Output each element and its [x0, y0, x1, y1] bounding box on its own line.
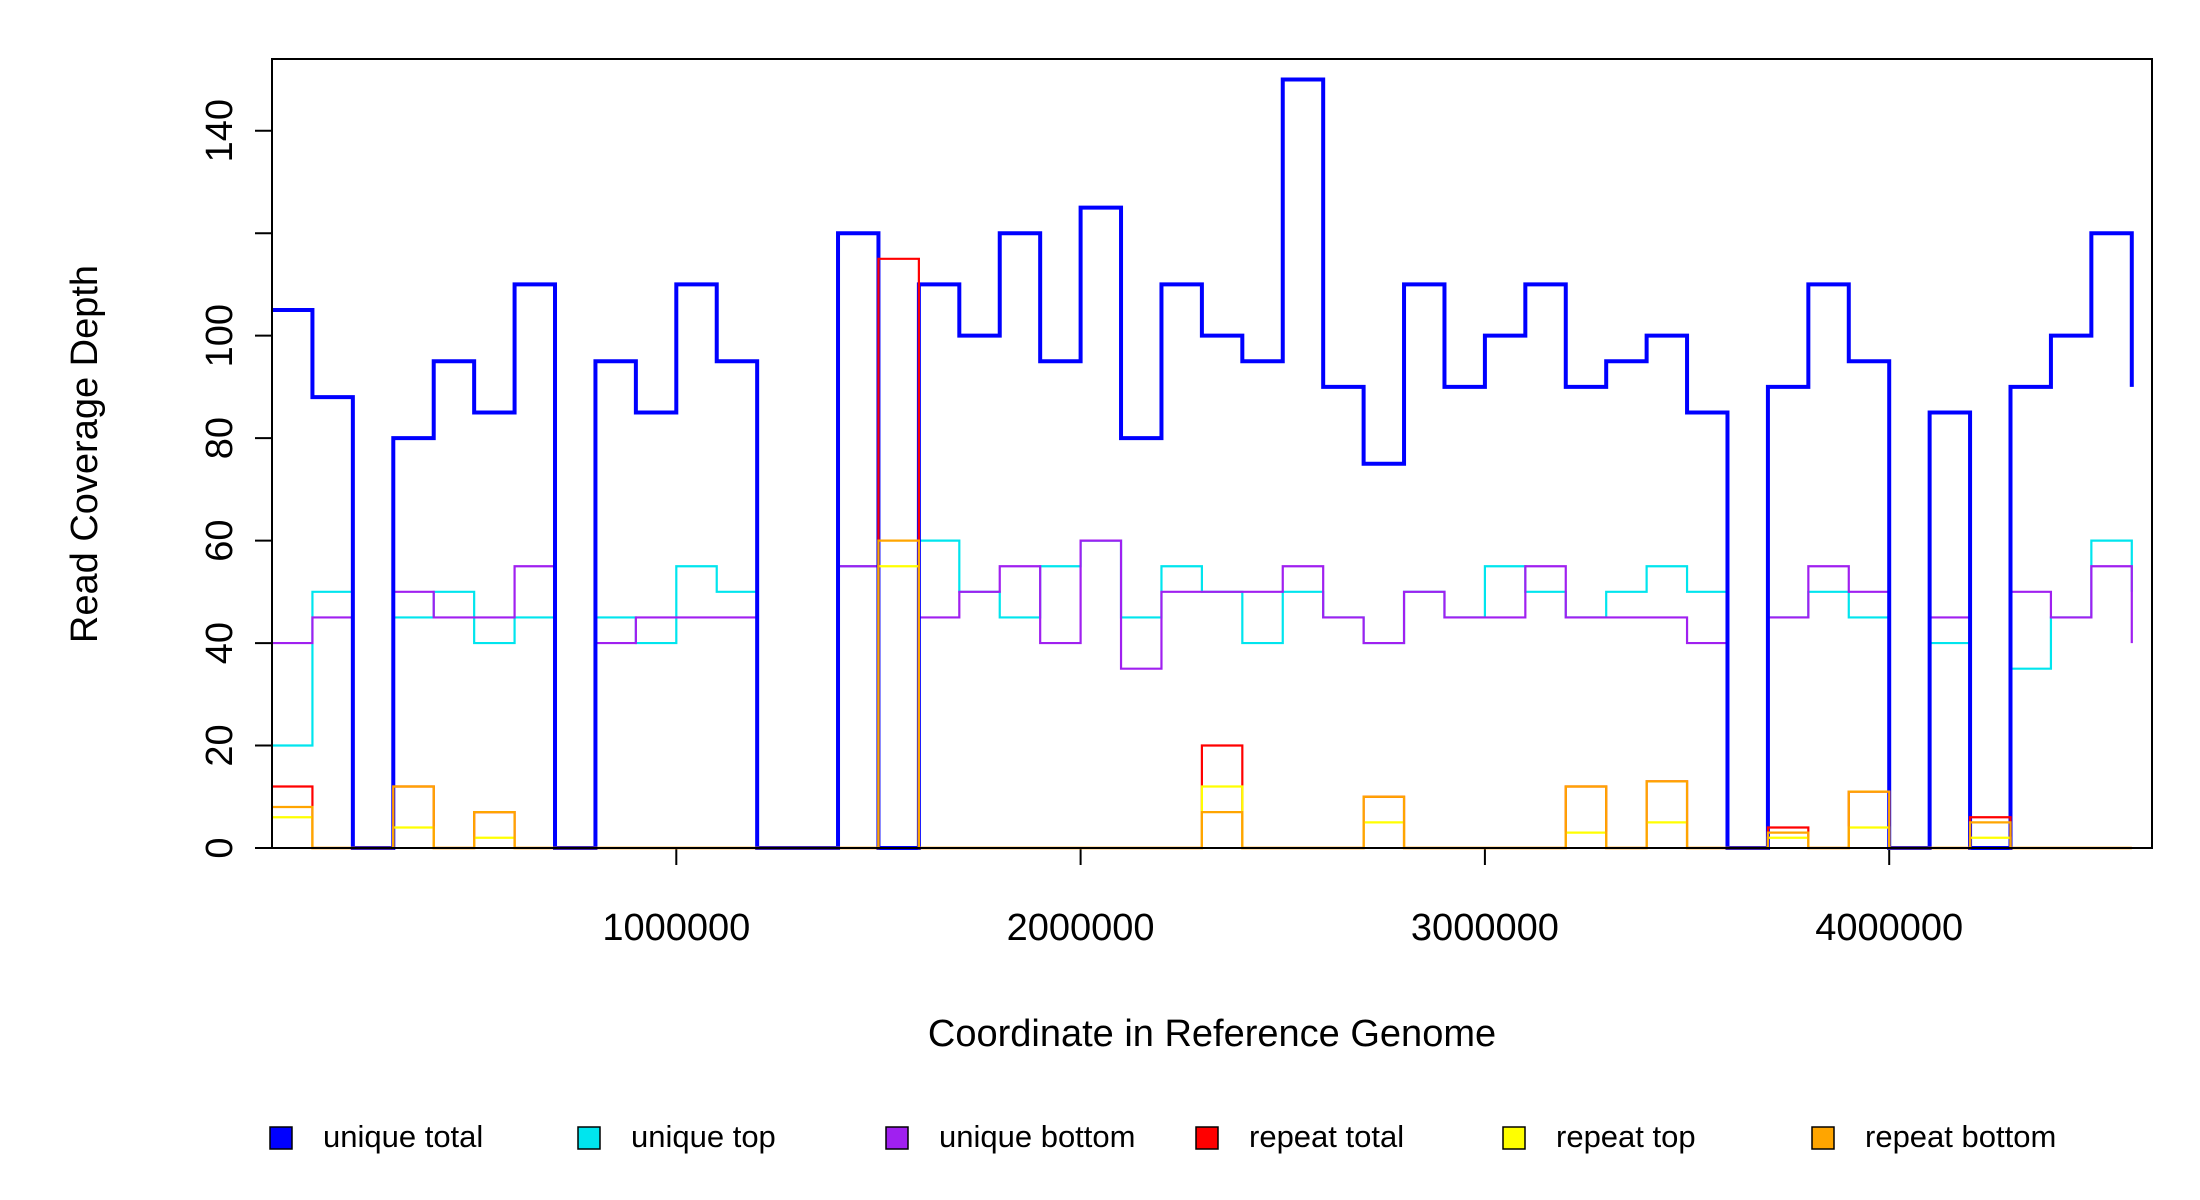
legend-label: repeat bottom — [1865, 1119, 2056, 1154]
y-tick-label: 100 — [199, 304, 241, 367]
y-tick-label: 60 — [199, 519, 241, 561]
series-line — [272, 77, 2134, 850]
legend-swatch — [1195, 1126, 1219, 1150]
y-axis-label: Read Coverage Depth — [64, 265, 106, 643]
plot-frame — [271, 58, 2153, 849]
legend-label: unique bottom — [939, 1119, 1135, 1154]
x-axis-label: Coordinate in Reference Genome — [928, 1013, 1496, 1055]
legend-label: unique total — [323, 1119, 483, 1154]
y-tick-label: 20 — [199, 724, 241, 766]
x-tick-label: 2000000 — [1007, 907, 1155, 949]
x-tick-label: 3000000 — [1411, 907, 1559, 949]
legend-swatch — [885, 1126, 909, 1150]
legend-swatch — [577, 1126, 601, 1150]
y-tick-label: 0 — [199, 837, 241, 858]
y-tick-label: 140 — [199, 99, 241, 162]
x-tick-label: 4000000 — [1815, 907, 1963, 949]
legend-swatch — [1502, 1126, 1526, 1150]
series-line — [272, 565, 2132, 850]
legend-label: unique top — [631, 1119, 776, 1154]
x-tick-label: 1000000 — [602, 907, 750, 949]
legend-label: repeat top — [1556, 1119, 1696, 1154]
y-tick-label: 40 — [199, 622, 241, 664]
legend-label: repeat total — [1249, 1119, 1404, 1154]
legend-swatch — [269, 1126, 293, 1150]
y-tick-label: 80 — [199, 417, 241, 459]
series-line — [272, 257, 2132, 850]
legend-swatch — [1811, 1126, 1835, 1150]
